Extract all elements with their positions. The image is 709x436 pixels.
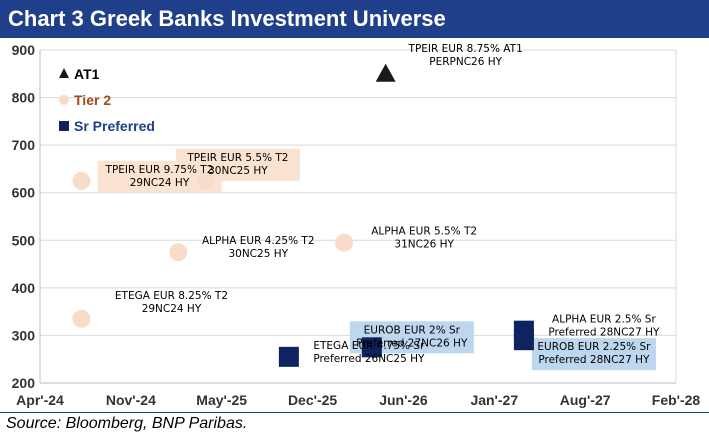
chart-header: Chart 3 Greek Banks Investment Universe xyxy=(0,0,709,38)
data-label: ALPHA EUR 2.5% Sr xyxy=(552,314,656,326)
legend-entry: Sr Preferred xyxy=(74,118,155,134)
at1-marker xyxy=(375,63,396,82)
tier2-marker xyxy=(169,243,188,262)
data-label: Preferred 26NC25 HY xyxy=(313,353,425,365)
legend-entry: AT1 xyxy=(74,66,100,82)
tier2-marker xyxy=(196,171,215,190)
x-tick-label: Apr'-24 xyxy=(16,392,64,408)
y-tick-label: 300 xyxy=(12,327,36,343)
legend: AT1 Tier 2 Sr Preferred xyxy=(59,66,155,134)
data-label: 31NC26 HY xyxy=(394,239,454,251)
tier2-marker xyxy=(72,309,91,328)
data-label: Preferred 28NC27 HY xyxy=(538,354,650,366)
y-tick-label: 600 xyxy=(12,185,36,201)
data-label: 30NC25 HY xyxy=(228,248,288,260)
y-tick-label: 700 xyxy=(12,137,36,153)
y-tick-label: 800 xyxy=(12,90,36,106)
data-label: 29NC24 HY xyxy=(142,303,202,315)
x-tick-label: Nov'-24 xyxy=(106,392,156,408)
data-label: TPEIR EUR 5.5% T2 xyxy=(186,152,288,164)
y-tick-label: 200 xyxy=(12,375,36,391)
legend-sr-preferred-icon xyxy=(59,121,69,131)
y-tick-label: 900 xyxy=(12,42,36,58)
data-label: ETEGA EUR 8.25% T2 xyxy=(115,290,228,302)
source-note: Source: Bloomberg, BNP Paribas. xyxy=(6,415,248,432)
y-tick-label: 500 xyxy=(12,232,36,248)
x-tick-label: May'-25 xyxy=(196,392,247,408)
scatter-chart: 200 300 400 500 600 700 800 900 Apr'-24 Nov'-24 M… xyxy=(12,42,701,408)
x-tick-label: Aug'-27 xyxy=(560,392,611,408)
x-tick-label: Jun'-26 xyxy=(379,392,428,408)
data-label: TPEIR EUR 8.75% AT1 xyxy=(408,43,523,55)
data-label-box xyxy=(175,148,300,181)
data-label: 30NC25 HY xyxy=(208,165,268,177)
data-label: ALPHA EUR 5.5% T2 xyxy=(371,226,477,238)
legend-entry: Tier 2 xyxy=(74,92,111,108)
y-axis-ticks: 200 300 400 500 600 700 800 900 xyxy=(12,42,36,391)
sr-preferred-marker xyxy=(361,337,382,358)
data-label: Preferred 28NC27 HY xyxy=(548,327,660,339)
data-label: PERPNC26 HY xyxy=(429,56,502,68)
x-tick-label: Dec'-25 xyxy=(288,392,337,408)
x-tick-label: Feb'-28 xyxy=(652,392,701,408)
x-axis-ticks: Apr'-24 Nov'-24 May'-25 Dec'-25 Jun'-26 Jan'-… xyxy=(16,392,700,408)
chart-title: Chart 3 Greek Banks Investment Universe xyxy=(8,6,446,31)
data-markers xyxy=(72,63,534,367)
data-label: EUROB EUR 2.25% Sr xyxy=(537,341,651,353)
data-label: Preferred 27NC26 HY xyxy=(356,337,468,349)
y-tick-label: 400 xyxy=(12,280,36,296)
tier2-marker xyxy=(335,233,354,252)
data-label: EUROB EUR 2% Sr xyxy=(364,324,461,336)
data-label: 29NC24 HY xyxy=(130,177,190,189)
legend-tier2-icon xyxy=(59,95,69,105)
source-divider xyxy=(0,412,709,413)
tier2-marker xyxy=(72,171,91,190)
data-label-box xyxy=(531,338,656,371)
legend-at1-icon xyxy=(59,68,69,78)
x-tick-label: Jan'-27 xyxy=(470,392,518,408)
data-label: TPEIR EUR 9.75% T2 xyxy=(105,164,214,176)
sr-preferred-marker xyxy=(513,330,534,351)
data-label: ETEGA EUR 4.75% Sr xyxy=(313,340,425,352)
sr-preferred-marker xyxy=(278,346,299,367)
data-label: ALPHA EUR 4.25% T2 xyxy=(202,235,315,247)
